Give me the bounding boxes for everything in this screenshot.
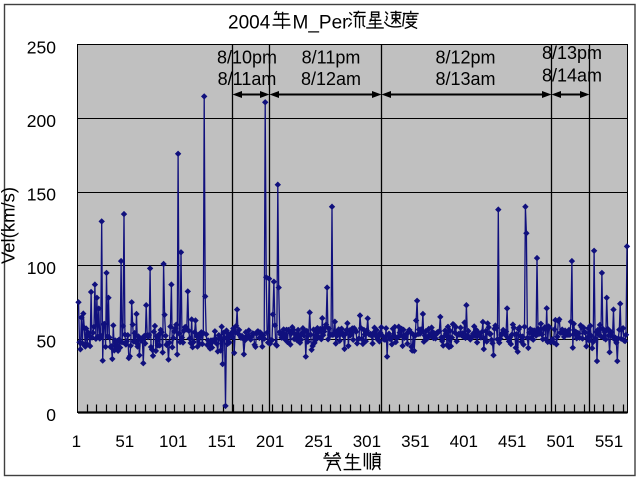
svg-text:8/11am: 8/11am xyxy=(218,69,277,89)
svg-text:8/11pm: 8/11pm xyxy=(302,48,361,68)
svg-text:200: 200 xyxy=(27,111,56,131)
svg-text:201: 201 xyxy=(256,432,284,451)
svg-text:8/14am: 8/14am xyxy=(542,66,602,86)
svg-text:8/12pm: 8/12pm xyxy=(435,48,495,68)
svg-text:401: 401 xyxy=(450,432,478,451)
svg-text:8/12am: 8/12am xyxy=(301,69,361,89)
svg-text:150: 150 xyxy=(27,185,56,205)
svg-text:551: 551 xyxy=(595,432,623,451)
svg-text:501: 501 xyxy=(546,432,574,451)
svg-text:50: 50 xyxy=(37,332,57,352)
svg-text:8/13pm: 8/13pm xyxy=(542,43,602,63)
svg-text:250: 250 xyxy=(27,38,56,58)
svg-text:151: 151 xyxy=(208,432,236,451)
svg-text:251: 251 xyxy=(304,432,332,451)
svg-text:451: 451 xyxy=(498,432,526,451)
svg-text:100: 100 xyxy=(27,258,56,278)
svg-text:M_Per: M_Per xyxy=(293,13,350,34)
svg-text:51: 51 xyxy=(115,432,134,451)
svg-text:351: 351 xyxy=(401,432,429,451)
svg-text:2004: 2004 xyxy=(228,13,271,34)
svg-text:Vel(km/s): Vel(km/s) xyxy=(0,187,19,264)
svg-text:8/13am: 8/13am xyxy=(435,69,495,89)
svg-text:0: 0 xyxy=(46,405,56,425)
svg-text:101: 101 xyxy=(159,432,187,451)
svg-text:1: 1 xyxy=(72,432,81,451)
svg-text:8/10pm: 8/10pm xyxy=(217,48,277,68)
svg-text:301: 301 xyxy=(353,432,381,451)
